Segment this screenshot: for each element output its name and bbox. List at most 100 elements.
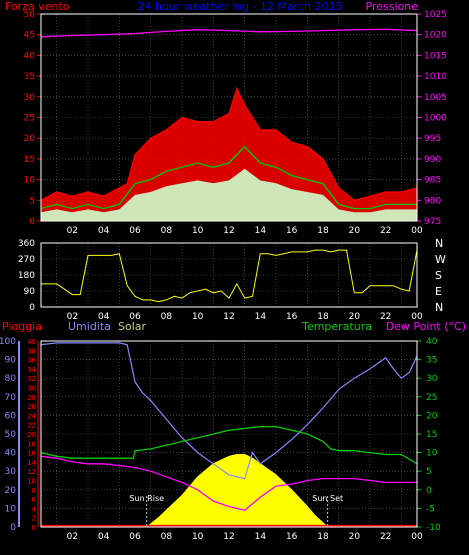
- direction-tick-label: 180: [18, 271, 35, 281]
- compass-label: W: [435, 253, 446, 266]
- temperature-tick-label: 35: [426, 356, 437, 366]
- sunrise-label: Sun Rise: [129, 494, 164, 503]
- rain-tick-label: 70: [5, 393, 17, 403]
- wind-panel-x-tick-label: 22: [380, 226, 391, 236]
- compass-label: N: [435, 301, 443, 314]
- wind-panel-x-tick-label: 20: [349, 226, 361, 236]
- wind-panel-x-tick-label: 16: [286, 226, 298, 236]
- direction-panel-x-tick-label: 06: [129, 312, 141, 322]
- legend-humidity: Umidita: [68, 320, 111, 333]
- humidity-tick-label: 0: [32, 524, 36, 532]
- direction-tick-label: 360: [18, 239, 35, 249]
- compass-label: S: [435, 269, 442, 282]
- humidity-tick-label: 22: [27, 422, 36, 430]
- direction-panel-x-tick-label: 04: [98, 312, 110, 322]
- pressure-tick-label: 1025: [424, 10, 447, 20]
- direction-panel-x-tick-label: 02: [67, 312, 78, 322]
- direction-panel-x-tick-label: 00: [411, 312, 423, 322]
- pressure-tick-label: 990: [424, 155, 441, 165]
- temperature-tick-label: 0: [426, 486, 432, 496]
- wind-axis-label: Forza vento: [5, 0, 70, 13]
- pressure-axis-label: Pressione: [366, 0, 419, 13]
- rain-tick-label: 90: [5, 356, 17, 366]
- wind-tick-label: 15: [24, 155, 35, 165]
- pressure-tick-label: 1000: [424, 114, 447, 124]
- legend-rain: Pioggia: [2, 320, 42, 333]
- humidity-tick-label: 30: [27, 385, 36, 393]
- pressure-tick-label: 980: [424, 196, 441, 206]
- sunset-label: Sun Set: [312, 494, 343, 503]
- compass-label: N: [435, 237, 443, 250]
- wind-tick-label: 30: [24, 93, 36, 103]
- wind-tick-label: 20: [24, 134, 36, 144]
- humidity-tick-label: 36: [27, 357, 36, 365]
- wind-average-line: [40, 145, 417, 210]
- wind-panel-x-tick-label: 10: [192, 226, 204, 236]
- climate-panel-x-tick-label: 12: [223, 532, 234, 542]
- direction-panel-x-tick-label: 14: [255, 312, 267, 322]
- humidity-tick-label: 34: [27, 366, 36, 374]
- legend-dewpoint: Dew Point (°C): [386, 320, 466, 333]
- humidity-tick-label: 4: [32, 505, 37, 513]
- climate-panel-x-tick-label: 06: [129, 532, 141, 542]
- humidity-tick-label: 40: [27, 338, 36, 346]
- climate-panel-x-tick-label: 08: [161, 532, 173, 542]
- direction-panel-x-tick-label: 22: [380, 312, 391, 322]
- wind-tick-label: 5: [29, 196, 35, 206]
- rain-tick-label: 60: [5, 411, 17, 421]
- wind-tick-label: 40: [24, 51, 36, 61]
- rain-tick-label: 100: [0, 337, 16, 347]
- direction-panel-x-tick-label: 18: [317, 312, 329, 322]
- temperature-tick-label: -5: [426, 504, 435, 514]
- wind-panel-x-tick-label: 04: [98, 226, 110, 236]
- direction-panel-x-tick-label: 08: [161, 312, 173, 322]
- humidity-tick-label: 28: [27, 394, 36, 402]
- direction-panel-x-tick-label: 20: [349, 312, 361, 322]
- direction-tick-label: 90: [24, 287, 36, 297]
- wind-panel-x-tick-label: 14: [255, 226, 267, 236]
- humidity-tick-label: 6: [32, 496, 37, 504]
- temperature-tick-label: 30: [426, 374, 438, 384]
- wind-panel-x-tick-label: 06: [129, 226, 141, 236]
- humidity-tick-label: 16: [27, 450, 36, 458]
- wind-tick-label: 25: [24, 114, 35, 124]
- pressure-tick-label: 985: [424, 176, 441, 186]
- humidity-tick-label: 20: [27, 431, 36, 439]
- solar-area: [145, 454, 330, 528]
- direction-panel-frame: [40, 242, 418, 308]
- climate-panel-x-tick-label: 14: [255, 532, 267, 542]
- wind-tick-label: 10: [24, 176, 36, 186]
- climate-panel-x-tick-label: 10: [192, 532, 204, 542]
- humidity-tick-label: 10: [27, 478, 36, 486]
- temperature-tick-label: 25: [426, 393, 437, 403]
- wind-panel-x-tick-label: 18: [317, 226, 329, 236]
- pressure-tick-label: 1005: [424, 93, 447, 103]
- climate-panel-frame: [40, 340, 418, 528]
- pressure-tick-label: 995: [424, 134, 441, 144]
- legend-temperature: Temperatura: [301, 320, 372, 333]
- legend-solar: Solar: [118, 320, 147, 333]
- chart-title: 24 hour weather log - 12 March 2015: [137, 0, 342, 13]
- direction-panel-x-tick-label: 12: [223, 312, 234, 322]
- temperature-tick-label: -10: [426, 523, 441, 533]
- pressure-tick-label: 975: [424, 217, 441, 227]
- wind-panel-x-tick-label: 12: [223, 226, 234, 236]
- temperature-tick-label: 10: [426, 449, 438, 459]
- wind-gust-area: [41, 88, 417, 221]
- rain-tick-label: 40: [5, 449, 17, 459]
- humidity-tick-label: 8: [32, 487, 36, 495]
- wind-gust-line: [40, 86, 418, 201]
- humidity-tick-label: 18: [27, 440, 36, 448]
- climate-panel-x-tick-label: 00: [411, 532, 423, 542]
- wind-panel-x-tick-label: 02: [67, 226, 78, 236]
- humidity-tick-label: 24: [27, 412, 36, 420]
- pressure-line: [40, 28, 418, 38]
- rain-tick-label: 80: [5, 374, 17, 384]
- direction-panel-x-tick-label: 10: [192, 312, 204, 322]
- climate-panel-x-tick-label: 16: [286, 532, 298, 542]
- pressure-tick-label: 1010: [424, 72, 447, 82]
- wind-direction-line: [41, 249, 418, 303]
- humidity-tick-label: 32: [27, 375, 36, 383]
- humidity-line: [40, 342, 418, 480]
